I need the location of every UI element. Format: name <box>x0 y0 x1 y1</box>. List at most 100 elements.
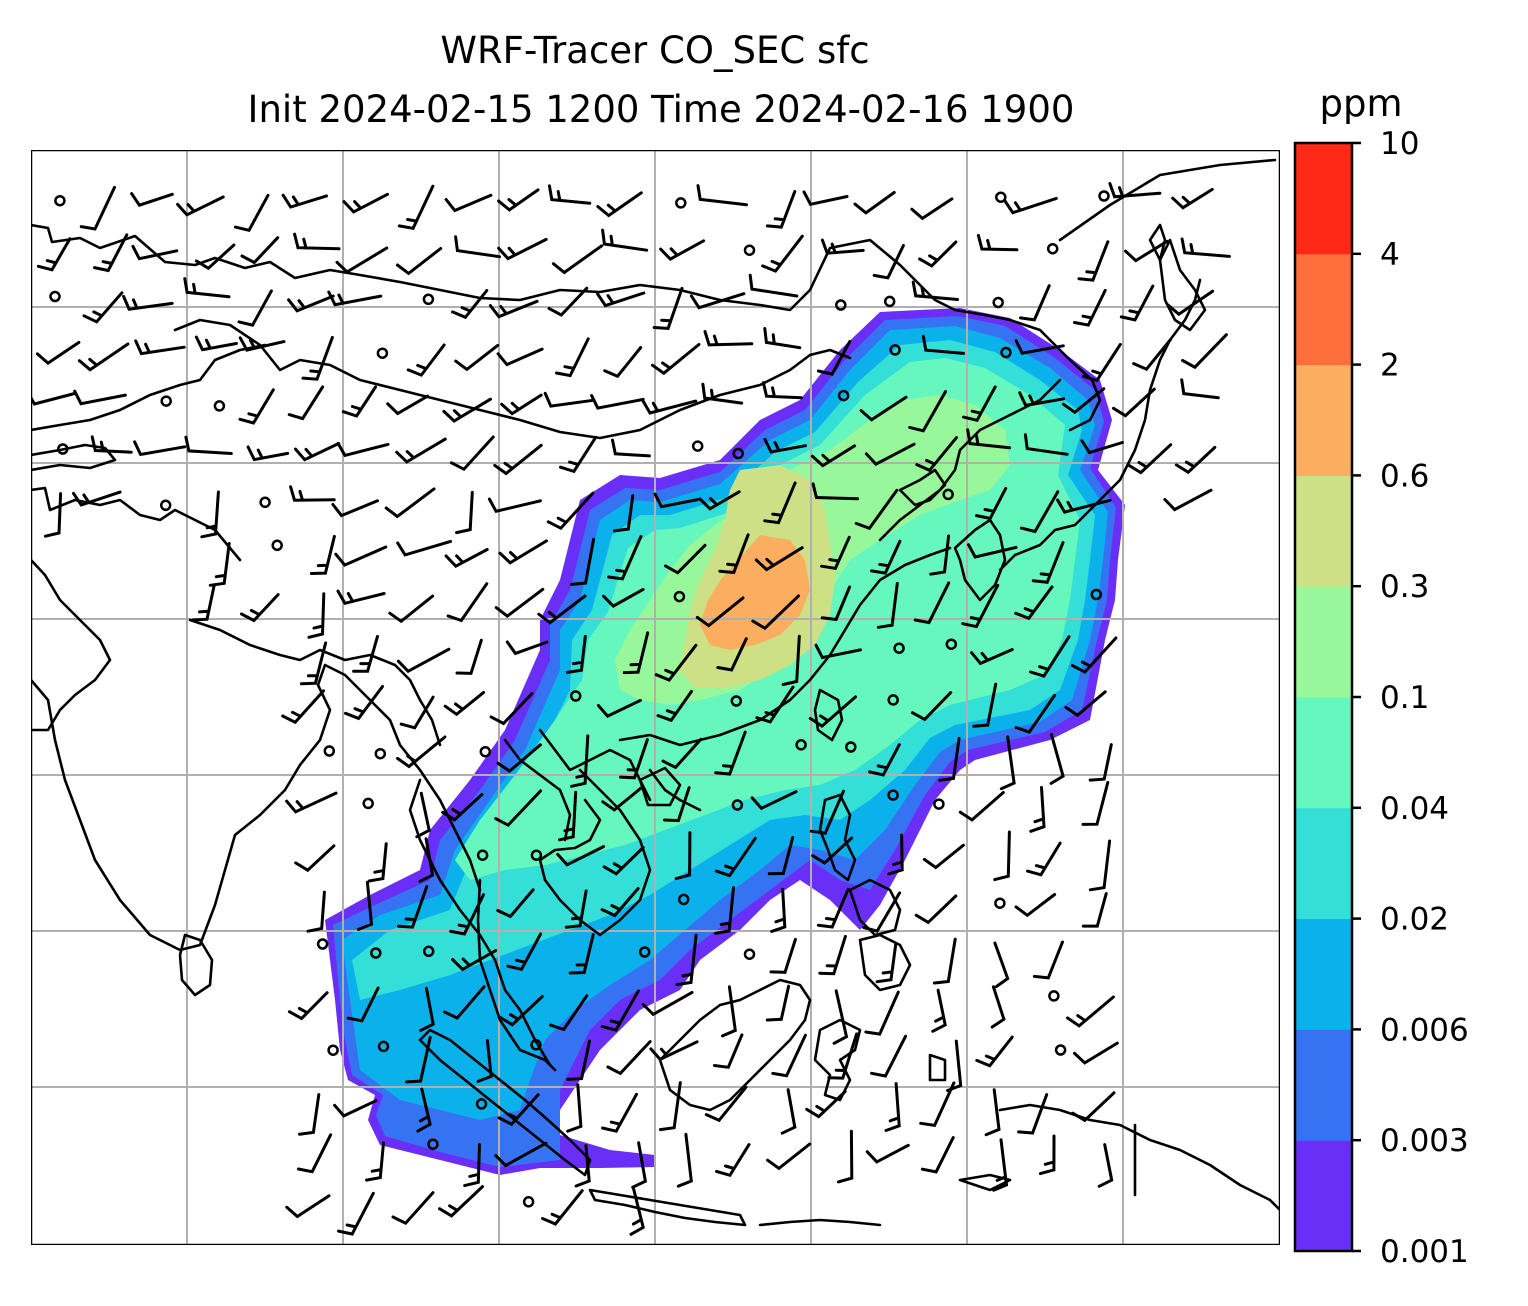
wind-barb <box>183 277 231 299</box>
wind-barb <box>134 339 186 356</box>
wind-barb <box>395 437 447 464</box>
wind-barb <box>294 442 341 462</box>
calm-wind-circle <box>377 1040 390 1053</box>
wind-barb <box>293 232 341 251</box>
wind-barb <box>872 244 905 280</box>
wind-barb <box>765 190 797 229</box>
wind-barb <box>698 490 741 511</box>
south-china-coast <box>618 546 952 747</box>
wind-barb <box>133 440 187 457</box>
wind-barb <box>975 486 1008 521</box>
calm-wind-circle <box>259 496 271 509</box>
wind-barb <box>875 942 898 984</box>
calm-wind-circle <box>673 590 686 603</box>
wind-barb <box>600 887 640 918</box>
wind-barb <box>489 692 534 726</box>
calm-wind-circle <box>362 797 374 810</box>
wind-barb <box>559 435 598 474</box>
wind-barb <box>493 443 543 476</box>
wind-barb <box>543 391 596 408</box>
colorbar-tick-label: 4 <box>1380 237 1400 273</box>
wind-barb <box>441 793 484 822</box>
wind-barb <box>357 880 374 931</box>
wind-barb <box>613 494 635 533</box>
wind-barb <box>808 695 857 728</box>
wind-barb <box>1019 284 1051 322</box>
wind-barb <box>296 1133 333 1174</box>
wind-barb <box>386 394 430 416</box>
wind-barb <box>79 185 116 231</box>
wind-barb <box>476 1039 493 1083</box>
wind-barb <box>1031 541 1065 584</box>
wind-barb <box>566 1039 591 1081</box>
wind-barb <box>1081 892 1108 928</box>
wind-barb <box>1171 187 1214 210</box>
wind-barb <box>537 594 587 625</box>
taiwan-island <box>813 688 844 742</box>
calm-wind-circle <box>57 443 69 455</box>
wind-barb <box>814 643 862 660</box>
wind-barb <box>765 984 791 1022</box>
wind-barb <box>932 937 957 985</box>
wind-barb <box>802 190 849 207</box>
wind-barb <box>238 336 286 352</box>
wind-barb <box>1073 288 1107 327</box>
wind-barb <box>607 535 643 581</box>
wind-barb <box>547 286 589 317</box>
wind-barb <box>870 1034 908 1078</box>
wind-barb <box>619 738 649 780</box>
calm-wind-circle <box>479 745 492 758</box>
wind-barb <box>910 197 954 221</box>
wind-barb <box>444 548 489 569</box>
wind-barb <box>233 193 270 233</box>
philippines-mindanao <box>858 933 912 992</box>
wind-barb <box>93 233 129 273</box>
india-himalaya-border <box>188 618 442 747</box>
wind-barb <box>1163 488 1213 512</box>
calm-wind-circle <box>730 695 743 707</box>
wind-barb <box>653 492 700 509</box>
calm-wind-circle <box>945 638 958 650</box>
calm-wind-circle <box>475 1098 488 1110</box>
wind-barb <box>1064 690 1107 718</box>
wind-barb <box>715 1143 751 1178</box>
colorbar-band <box>1295 697 1352 809</box>
wind-barb <box>884 1082 901 1132</box>
wind-barb <box>496 743 542 773</box>
wind-barb <box>396 539 452 557</box>
wind-barb <box>454 343 500 372</box>
bohai-gulf <box>898 468 947 507</box>
wind-barb <box>35 340 81 365</box>
wind-barb <box>870 539 902 575</box>
wind-barb <box>438 1185 484 1218</box>
wind-barb <box>781 634 801 686</box>
wind-barb <box>809 789 845 835</box>
philippines-luzon <box>818 793 857 882</box>
kazakhstan-border <box>31 343 267 432</box>
calm-wind-circle <box>887 789 899 801</box>
wind-barb <box>818 934 847 976</box>
wind-barb <box>859 395 908 422</box>
wind-barb <box>238 388 275 425</box>
map-panel[interactable] <box>28 150 1281 1245</box>
colorbar-tick-label: 0.003 <box>1380 1123 1469 1159</box>
wind-barb <box>309 534 336 575</box>
wind-barb <box>285 791 338 814</box>
wind-barb <box>446 582 489 623</box>
wind-barb <box>1112 387 1156 418</box>
wind-barb <box>416 1087 432 1133</box>
calm-wind-circle <box>370 947 382 959</box>
wind-barb <box>498 995 544 1027</box>
calm-wind-circle <box>530 849 543 861</box>
wind-barb <box>352 634 379 673</box>
wind-barb <box>611 438 651 458</box>
wind-barb <box>966 428 1012 450</box>
wind-barb <box>1014 585 1054 621</box>
wind-barb <box>961 583 1000 629</box>
wind-barb <box>1003 196 1058 215</box>
wind-barb <box>498 539 548 565</box>
wind-barb <box>240 236 280 265</box>
wind-barb <box>601 786 643 812</box>
colorbar-tick-label: 0.001 <box>1380 1234 1469 1270</box>
colorbar-band <box>1295 1140 1352 1252</box>
